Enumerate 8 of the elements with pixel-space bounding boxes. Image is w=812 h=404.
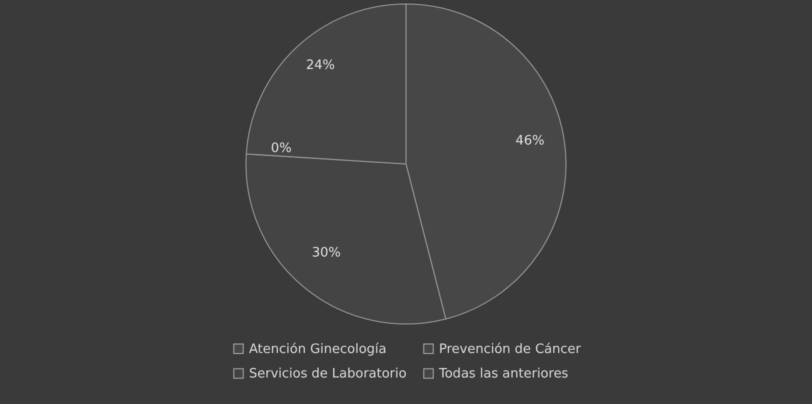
legend-label: Prevención de Cáncer <box>439 342 582 357</box>
legend-label: Atención Ginecología <box>249 342 387 357</box>
data-label: 46% <box>516 133 544 148</box>
legend-label: Servicios de Laboratorio <box>249 366 407 382</box>
text: 0% <box>270 141 292 156</box>
data-label: 24% <box>306 58 335 73</box>
data-label: 30% <box>312 245 341 260</box>
legend-label: Todas las anteriores <box>438 366 569 382</box>
